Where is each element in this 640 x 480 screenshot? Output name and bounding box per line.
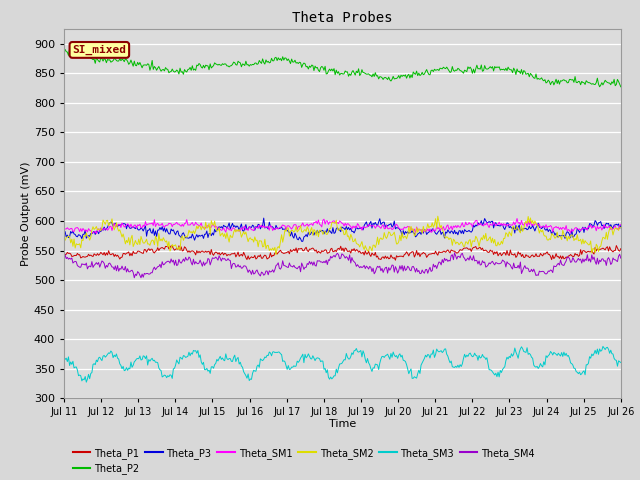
Text: SI_mixed: SI_mixed <box>72 45 126 55</box>
Title: Theta Probes: Theta Probes <box>292 11 393 25</box>
Legend: Theta_P1, Theta_P2, Theta_P3, Theta_SM1, Theta_SM2, Theta_SM3, Theta_SM4: Theta_P1, Theta_P2, Theta_P3, Theta_SM1,… <box>69 444 539 479</box>
Y-axis label: Probe Output (mV): Probe Output (mV) <box>21 161 31 266</box>
X-axis label: Time: Time <box>329 419 356 429</box>
